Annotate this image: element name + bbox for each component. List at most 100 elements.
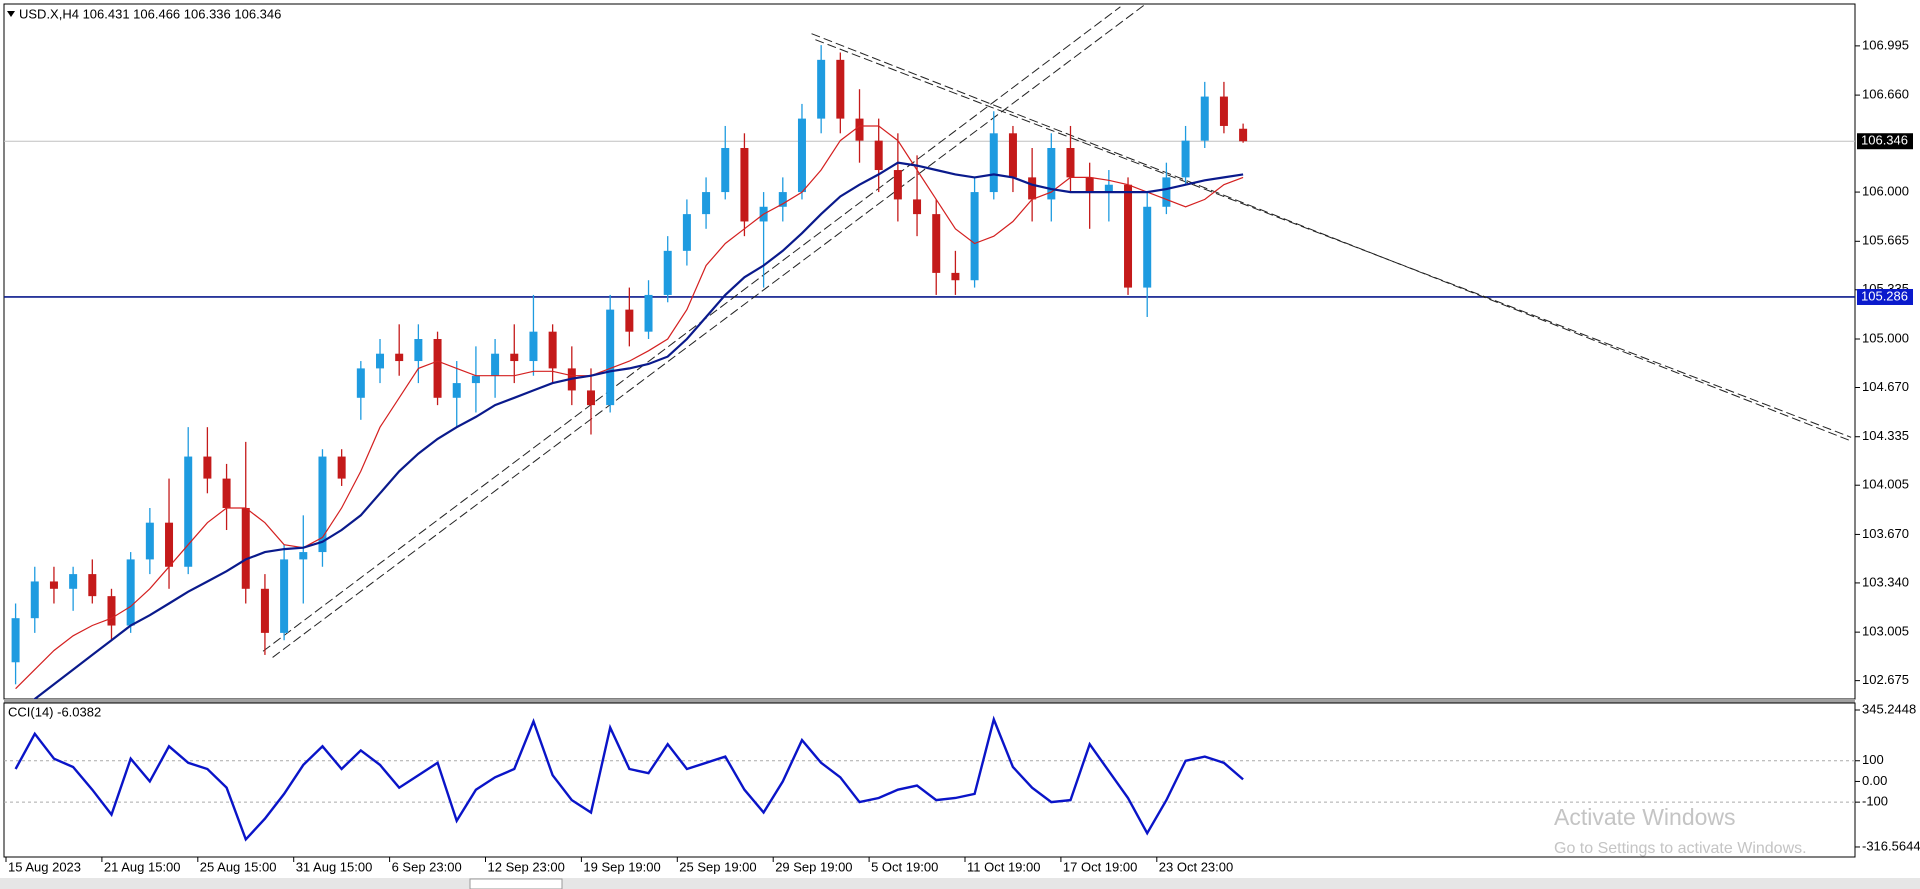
candle-body: [586, 390, 595, 406]
candle-body: [1200, 96, 1209, 141]
candle-body: [49, 581, 58, 589]
candle-body: [682, 214, 691, 251]
candle-body: [913, 199, 922, 215]
candle-body: [280, 559, 289, 633]
moving-average: [15, 125, 1244, 690]
trend-line: [811, 33, 1852, 442]
x-tick-label: 12 Sep 23:00: [488, 859, 565, 874]
candle-body: [836, 59, 845, 119]
y-tick-label: 104.335: [1862, 428, 1909, 443]
candle-body: [548, 331, 557, 369]
candle-body: [1143, 206, 1152, 288]
candle-body: [241, 507, 250, 589]
x-tick-label: 15 Aug 2023: [8, 859, 81, 874]
candle-body: [299, 552, 308, 560]
candle-body: [606, 309, 615, 406]
candle-body: [893, 170, 902, 200]
x-tick-label: 11 Oct 19:00: [967, 859, 1040, 874]
candle-body: [318, 456, 327, 553]
candle-body: [1028, 177, 1037, 200]
candle-body: [414, 339, 423, 362]
x-tick-label: 25 Aug 15:00: [200, 859, 277, 874]
y-tick-label: 106.660: [1862, 87, 1909, 102]
x-tick-label: 25 Sep 19:00: [679, 859, 756, 874]
y-tick-label: 106.995: [1862, 37, 1909, 52]
candle-body: [855, 118, 864, 141]
candle-body: [740, 147, 749, 222]
candle-body: [1104, 184, 1113, 193]
candle-body: [1047, 147, 1056, 200]
candle-body: [1239, 128, 1248, 142]
candle-body: [932, 214, 941, 273]
y-tick-label: -316.5644: [1862, 838, 1920, 853]
indicator-line: [14, 715, 1244, 842]
y-tick-label: -100: [1862, 794, 1888, 809]
moving-average: [32, 161, 1244, 699]
candle-body: [625, 309, 634, 332]
candle-body: [145, 522, 154, 560]
candle-body: [663, 250, 672, 295]
candle-body: [874, 140, 883, 171]
candle-body: [260, 588, 269, 633]
candle-body: [452, 383, 461, 398]
candle-body: [702, 192, 711, 215]
menu-arrow[interactable]: [7, 11, 15, 17]
candle-body: [721, 147, 730, 193]
candle-body: [433, 339, 442, 398]
axes: 106.995106.660106.000105.665105.335105.0…: [5, 37, 1920, 874]
panel-separator: [4, 699, 1855, 703]
x-tick-label: 31 Aug 15:00: [296, 859, 373, 874]
tab-bar: [0, 878, 1920, 889]
candle-body: [951, 272, 960, 281]
y-tick-label: 104.005: [1862, 477, 1909, 492]
candle-body: [376, 353, 385, 369]
candle-body: [88, 574, 97, 597]
candle-body: [11, 618, 20, 663]
watermark-title: Activate Windows: [1554, 804, 1736, 830]
candle-body: [222, 478, 231, 508]
candle-body: [644, 294, 653, 332]
candle-body: [529, 331, 538, 362]
candle-body: [1008, 133, 1017, 178]
candle-body: [184, 456, 193, 567]
trend-line: [262, 6, 1121, 652]
y-tick-label: 106.000: [1862, 184, 1909, 199]
candle-body: [970, 192, 979, 281]
candle-body: [1124, 184, 1133, 288]
x-tick-label: 21 Aug 15:00: [104, 859, 181, 874]
main-plot: [4, 4, 1855, 699]
candle-body: [797, 118, 806, 193]
price-label-box: [1857, 288, 1913, 305]
price-label: 105.286: [1861, 288, 1908, 303]
candle-body: [510, 353, 519, 362]
y-tick-label: 105.665: [1862, 233, 1909, 248]
x-tick-label: 17 Oct 19:00: [1063, 859, 1137, 874]
price-label-box: [1857, 133, 1913, 150]
candle-body: [395, 353, 404, 362]
cci-plot: [4, 715, 1855, 842]
candle-body: [30, 581, 39, 619]
x-tick-label: 19 Sep 19:00: [583, 859, 660, 874]
candle-body: [107, 596, 116, 626]
candle-body: [1085, 177, 1094, 193]
price-label: 106.346: [1861, 133, 1908, 148]
x-tick-label: 29 Sep 19:00: [775, 859, 852, 874]
candle-body: [126, 559, 135, 626]
candle-body: [491, 353, 500, 376]
x-tick-label: 6 Sep 23:00: [392, 859, 462, 874]
candle-body: [203, 456, 212, 479]
candle-body: [471, 375, 480, 384]
trend-line: [815, 39, 1852, 438]
candle-body: [356, 368, 365, 398]
candle-body: [989, 133, 998, 193]
y-tick-label: 104.670: [1862, 379, 1909, 394]
candle-body: [778, 192, 787, 207]
x-tick-label: 5 Oct 19:00: [871, 859, 938, 874]
y-tick-label: 345.2448: [1862, 701, 1916, 716]
y-tick-label: 105.000: [1862, 330, 1909, 345]
active-tab[interactable]: [469, 878, 563, 889]
y-tick-label: 103.670: [1862, 526, 1909, 541]
candle-body: [817, 59, 826, 119]
y-tick-label: 0.00: [1862, 773, 1887, 788]
candle-body: [1181, 140, 1190, 178]
